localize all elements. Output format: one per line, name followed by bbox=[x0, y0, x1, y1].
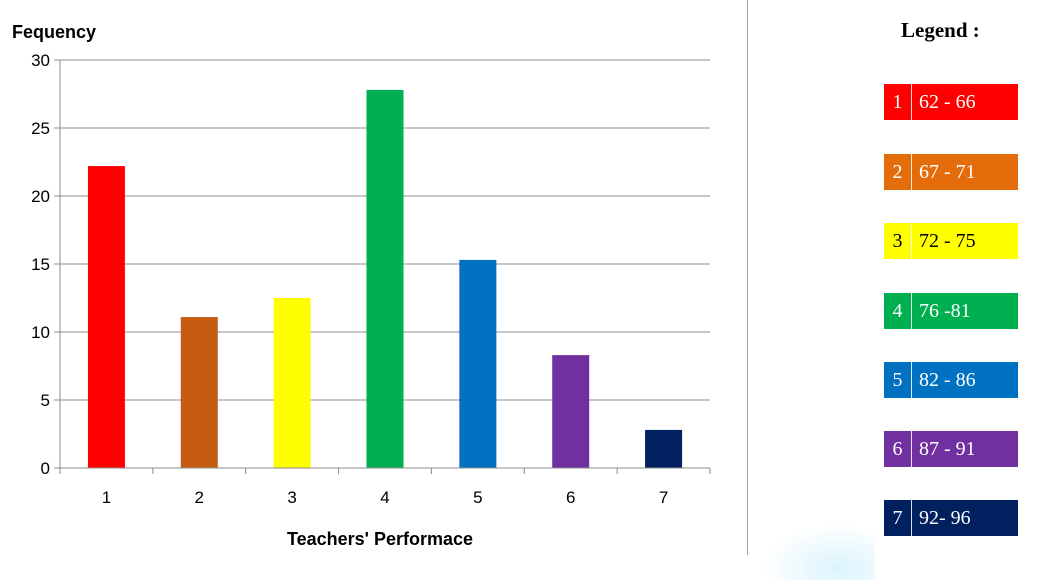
legend-item-number: 3 bbox=[884, 223, 912, 259]
legend-item-number: 4 bbox=[884, 293, 912, 329]
legend-item-range: 67 - 71 bbox=[919, 160, 976, 183]
bar-7 bbox=[645, 429, 683, 468]
bar-3 bbox=[273, 298, 311, 468]
legend-item-7: 7 92- 96 bbox=[884, 500, 1018, 536]
y-tick-label-0: 0 bbox=[41, 459, 50, 478]
bar-6 bbox=[552, 355, 590, 468]
chart-frame: Fequency 0 5 10 15 20 25 30 1 2 3 4 5 6 7 Teachers' … bbox=[12, 0, 748, 555]
x-tick-label-5: 5 bbox=[473, 488, 482, 507]
y-tick-label-25: 25 bbox=[31, 119, 50, 138]
legend: Legend : 1 62 - 66 2 67 - 71 3 72 - 75 4 76 -81… bbox=[870, 0, 1030, 555]
legend-item-5: 5 82 - 86 bbox=[884, 362, 1018, 398]
decorative-glow bbox=[755, 520, 875, 580]
bars bbox=[87, 89, 683, 469]
x-tick-label-4: 4 bbox=[380, 488, 389, 507]
x-tick-label-3: 3 bbox=[287, 488, 296, 507]
axes bbox=[54, 59, 711, 474]
legend-item-number: 7 bbox=[884, 500, 912, 536]
x-tick-label-7: 7 bbox=[659, 488, 668, 507]
bar-chart: Fequency 0 5 10 15 20 25 30 1 2 3 4 5 6 7 Teachers' … bbox=[12, 22, 711, 549]
legend-item-2: 2 67 - 71 bbox=[884, 154, 1018, 190]
legend-item-range: 92- 96 bbox=[919, 506, 971, 529]
y-tick-label-20: 20 bbox=[31, 187, 50, 206]
bar-2 bbox=[180, 317, 218, 468]
legend-item-range: 87 - 91 bbox=[919, 437, 976, 460]
bar-4 bbox=[366, 89, 404, 469]
y-tick-label-10: 10 bbox=[31, 323, 50, 342]
bar-5 bbox=[459, 259, 497, 468]
y-tick-labels: 0 5 10 15 20 25 30 bbox=[31, 51, 50, 478]
y-tick-label-30: 30 bbox=[31, 51, 50, 70]
bar-1 bbox=[87, 166, 125, 468]
legend-item-number: 1 bbox=[884, 84, 912, 120]
x-tick-labels: 1 2 3 4 5 6 7 bbox=[102, 488, 669, 507]
x-tick-label-2: 2 bbox=[195, 488, 204, 507]
legend-item-4: 4 76 -81 bbox=[884, 293, 1018, 329]
legend-item-3: 3 72 - 75 bbox=[884, 223, 1018, 259]
x-axis-title: Teachers' Performace bbox=[287, 529, 473, 549]
y-axis-title: Fequency bbox=[12, 22, 96, 42]
legend-item-range: 82 - 86 bbox=[919, 368, 976, 391]
legend-item-6: 6 87 - 91 bbox=[884, 431, 1018, 467]
legend-item-range: 62 - 66 bbox=[919, 90, 976, 113]
legend-title: Legend : bbox=[901, 18, 980, 42]
x-tick-label-6: 6 bbox=[566, 488, 575, 507]
legend-item-range: 72 - 75 bbox=[919, 229, 976, 252]
y-tick-label-5: 5 bbox=[41, 391, 50, 410]
legend-item-number: 6 bbox=[884, 431, 912, 467]
y-tick-label-15: 15 bbox=[31, 255, 50, 274]
x-tick-label-1: 1 bbox=[102, 488, 111, 507]
legend-item-number: 2 bbox=[884, 154, 912, 190]
legend-item-range: 76 -81 bbox=[919, 299, 971, 322]
legend-item-number: 5 bbox=[884, 362, 912, 398]
legend-item-1: 1 62 - 66 bbox=[884, 84, 1018, 120]
